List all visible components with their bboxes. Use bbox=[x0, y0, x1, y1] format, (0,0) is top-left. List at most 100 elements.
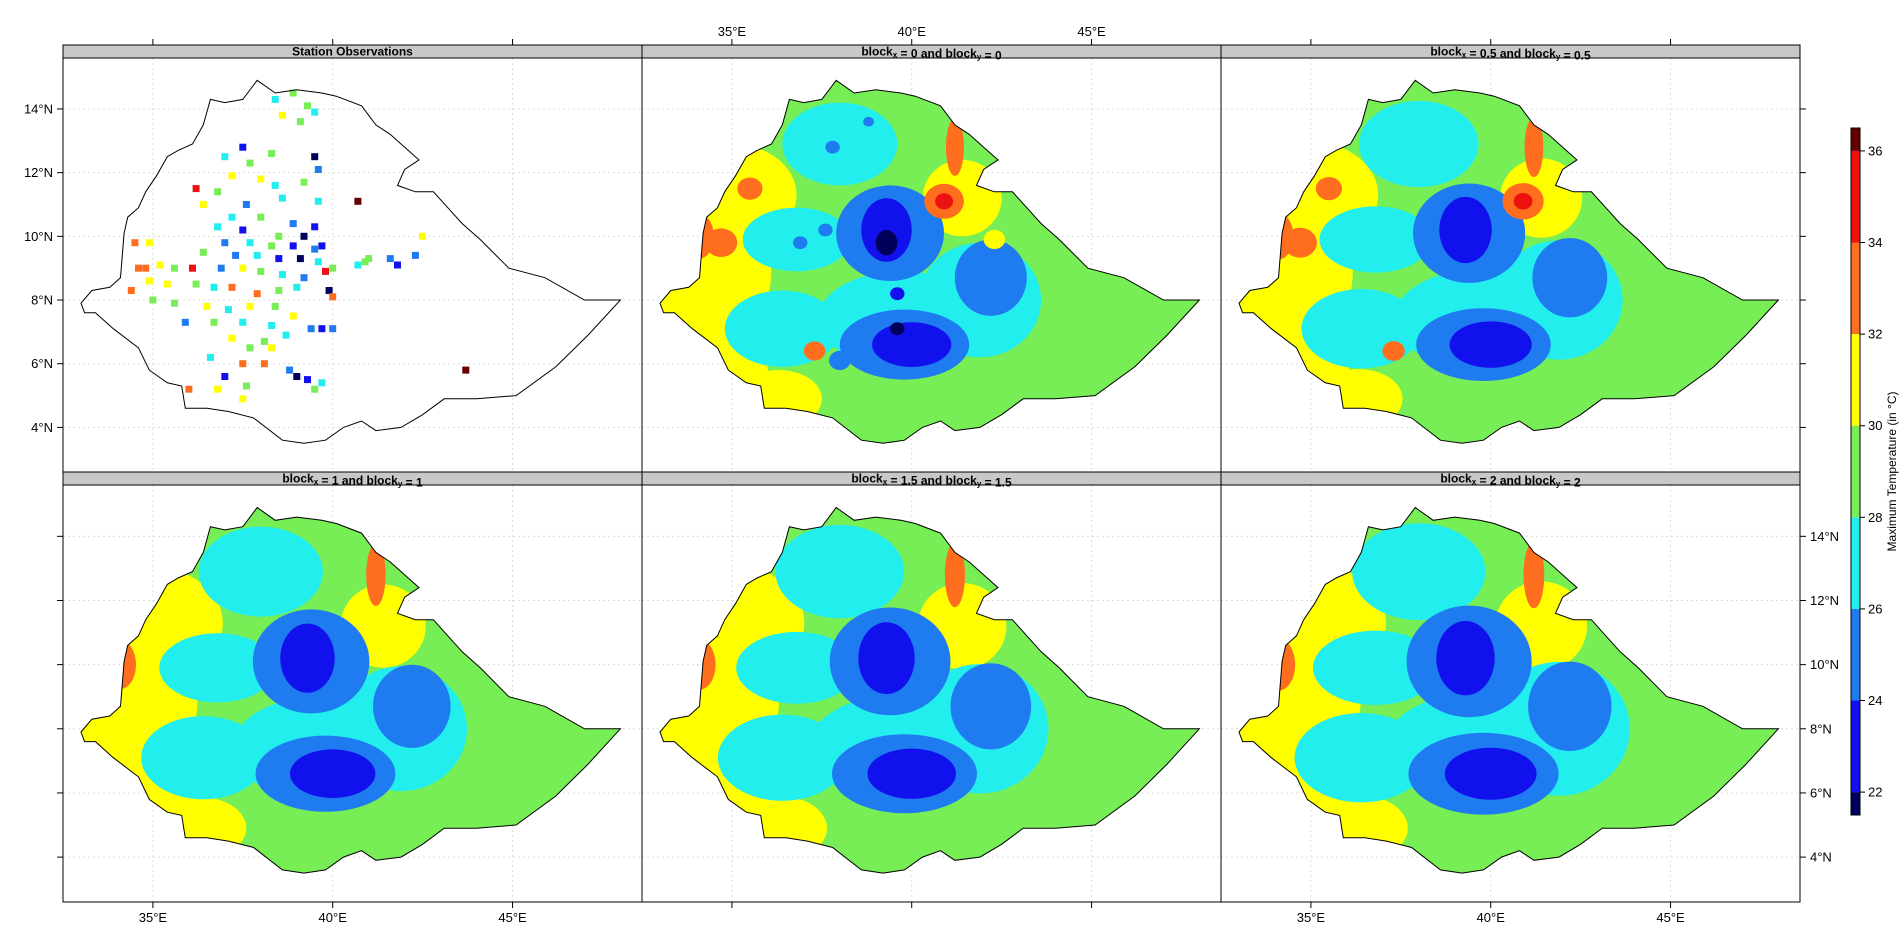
temperature-field bbox=[1239, 80, 1779, 444]
station-marker bbox=[300, 274, 308, 282]
field-region bbox=[1307, 794, 1408, 862]
y-tick-label: 4°N bbox=[31, 420, 53, 435]
station-marker bbox=[296, 255, 304, 263]
field-region bbox=[1283, 227, 1317, 258]
field-region bbox=[983, 229, 1006, 250]
station-marker bbox=[239, 318, 247, 326]
field-region bbox=[1313, 630, 1439, 705]
field-region bbox=[1315, 177, 1342, 201]
station-marker bbox=[278, 271, 286, 279]
panel-title: Station Observations bbox=[292, 45, 413, 59]
field-region bbox=[1306, 382, 1330, 403]
station-marker bbox=[239, 143, 247, 151]
colorbar-bin bbox=[1851, 150, 1860, 243]
field-region bbox=[875, 230, 898, 256]
country-outline bbox=[1238, 506, 1780, 874]
station-marker bbox=[271, 181, 279, 189]
station-marker bbox=[268, 322, 276, 329]
station-marker bbox=[224, 306, 232, 314]
field-region bbox=[1382, 341, 1405, 361]
station-marker bbox=[171, 264, 178, 272]
station-marker bbox=[268, 242, 276, 250]
field-region bbox=[153, 797, 247, 860]
field-region bbox=[730, 795, 827, 861]
field-region bbox=[1523, 541, 1545, 609]
country-outline bbox=[80, 506, 622, 874]
station-marker bbox=[171, 299, 178, 307]
colorbar-label: Maximum Temperature (in °C) bbox=[1885, 392, 1899, 552]
station-marker bbox=[289, 220, 297, 228]
station-marker bbox=[181, 318, 189, 326]
station-marker bbox=[210, 318, 218, 326]
title-part: block bbox=[1430, 45, 1462, 59]
station-marker bbox=[411, 251, 419, 259]
station-marker bbox=[239, 226, 247, 234]
station-marker bbox=[268, 150, 276, 157]
x-tick-label: 35°E bbox=[718, 24, 747, 39]
field-region bbox=[1359, 100, 1479, 188]
x-tick-label: 45°E bbox=[498, 910, 527, 925]
station-marker bbox=[246, 302, 254, 310]
y-tick-label: 10°N bbox=[24, 229, 53, 244]
title-subscript: x bbox=[893, 51, 898, 60]
station-marker bbox=[239, 360, 247, 368]
x-tick-label: 40°E bbox=[319, 910, 348, 925]
colorbar-bin bbox=[1851, 700, 1860, 793]
station-marker bbox=[239, 264, 247, 272]
field-region bbox=[793, 236, 808, 250]
field-region bbox=[290, 749, 376, 798]
station-marker bbox=[394, 261, 401, 269]
field-region bbox=[280, 623, 335, 693]
axes: 4°N 6°N 8°N 10°N 12°N 14°N 35°E 40°E 45°E 35°E 40°… bbox=[24, 24, 1839, 925]
station-marker bbox=[318, 379, 326, 387]
station-marker bbox=[282, 331, 290, 339]
panel-title: blockx = 1 and blocky = 1 bbox=[282, 472, 423, 490]
field-region bbox=[1352, 523, 1486, 620]
panel-2: blockx = 0 and blocky = 0 bbox=[641, 39, 1222, 473]
station-marker bbox=[257, 213, 265, 221]
field-region bbox=[1436, 621, 1495, 696]
station-marker bbox=[329, 293, 337, 301]
title-subscript: x bbox=[314, 478, 319, 487]
colorbar-tick-label: 36 bbox=[1868, 143, 1882, 158]
panel-border bbox=[1220, 484, 1801, 903]
panel-title: blockx = 1.5 and blocky = 1.5 bbox=[851, 472, 1012, 490]
title-part: = 0.5 bbox=[1560, 49, 1591, 63]
x-tick-label: 45°E bbox=[1077, 24, 1106, 39]
station-marker bbox=[260, 337, 268, 345]
station-marker bbox=[314, 197, 322, 205]
station-marker bbox=[253, 251, 261, 259]
field-region bbox=[1444, 747, 1537, 800]
title-subscript: y bbox=[398, 480, 403, 489]
station-marker bbox=[142, 264, 150, 272]
title-subscript: y bbox=[977, 480, 982, 489]
title-subscript: x bbox=[883, 478, 888, 487]
station-marker bbox=[156, 261, 164, 269]
field-region bbox=[159, 633, 276, 703]
station-marker bbox=[127, 287, 135, 294]
field-region bbox=[1449, 321, 1532, 368]
station-marker bbox=[246, 239, 254, 247]
station-marker bbox=[228, 283, 236, 291]
colorbar-bin bbox=[1851, 517, 1860, 609]
station-marker bbox=[318, 242, 326, 250]
field-region bbox=[890, 322, 905, 336]
field-region bbox=[803, 341, 826, 361]
station-marker bbox=[311, 245, 319, 253]
station-marker bbox=[329, 264, 337, 272]
field-region bbox=[1319, 206, 1432, 273]
panel-ticks bbox=[57, 39, 514, 428]
field-region bbox=[818, 223, 833, 237]
colorbar-tick-label: 32 bbox=[1868, 327, 1882, 342]
station-marker bbox=[253, 290, 261, 298]
field-region bbox=[935, 193, 954, 210]
title-part: = 0.5 and block bbox=[1466, 47, 1556, 61]
title-part: = 1.5 bbox=[981, 476, 1012, 490]
station-marker bbox=[271, 95, 279, 103]
colorbar-bin bbox=[1851, 425, 1860, 518]
y-tick-label: 8°N bbox=[1810, 721, 1832, 736]
station-marker bbox=[311, 153, 319, 161]
station-marker bbox=[260, 360, 268, 368]
colorbar-bin bbox=[1851, 792, 1860, 815]
field-region bbox=[954, 239, 1027, 316]
